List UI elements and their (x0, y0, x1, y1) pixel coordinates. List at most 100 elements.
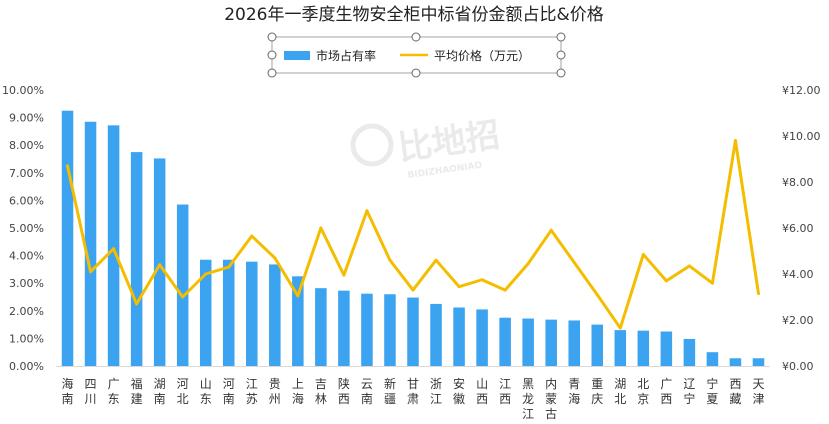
chart-title: 2026年一季度生物安全柜中标省份金额占比&价格 (224, 5, 604, 25)
line-point[interactable] (618, 326, 622, 330)
line-point[interactable] (181, 295, 185, 299)
bar[interactable] (269, 264, 281, 366)
bar[interactable] (199, 259, 212, 366)
x-tick-label: 黑龙江 (522, 377, 534, 421)
bar[interactable] (591, 324, 604, 366)
y-left-tick-label: 3.00% (9, 277, 44, 290)
line-point[interactable] (733, 139, 737, 143)
x-tick-label: 安徽 (453, 376, 465, 406)
legend-handle[interactable] (556, 50, 566, 60)
bar[interactable] (292, 276, 304, 366)
bar[interactable] (430, 303, 442, 366)
y-left-tick-label: 9.00% (9, 112, 44, 125)
y-left-tick-label: 1.00% (9, 332, 44, 345)
bar[interactable] (752, 358, 765, 366)
bar[interactable] (706, 352, 719, 366)
line-point[interactable] (641, 252, 645, 256)
bar[interactable] (176, 204, 189, 366)
line-point[interactable] (296, 294, 300, 298)
y-left-tick-label: 0.00% (9, 360, 44, 373)
bar[interactable] (637, 330, 650, 366)
line-point[interactable] (388, 258, 392, 262)
line-point[interactable] (756, 292, 760, 296)
legend-handle[interactable] (411, 32, 421, 42)
bar[interactable] (130, 152, 143, 366)
x-tick-label: 宁夏 (706, 376, 718, 406)
line-point[interactable] (457, 285, 461, 289)
line-point[interactable] (273, 256, 277, 260)
line-point[interactable] (66, 164, 70, 168)
legend-handle[interactable] (411, 68, 421, 78)
line-point[interactable] (595, 293, 599, 297)
line-point[interactable] (112, 247, 116, 251)
line-point[interactable] (503, 288, 507, 292)
bar[interactable] (222, 259, 235, 366)
line-point[interactable] (158, 263, 162, 267)
x-tick-label: 广东 (108, 377, 120, 406)
bar[interactable] (338, 290, 350, 366)
bar[interactable] (568, 320, 580, 366)
legend-handle[interactable] (267, 50, 277, 60)
line-point[interactable] (549, 228, 553, 232)
x-tick-label: 陕西 (338, 376, 350, 406)
bar[interactable] (61, 110, 74, 366)
watermark-text: 比地招 (396, 115, 503, 169)
line-point[interactable] (319, 226, 323, 230)
line-point[interactable] (664, 279, 668, 283)
line-point[interactable] (480, 278, 484, 282)
bar[interactable] (729, 358, 742, 366)
legend-bar-swatch (284, 51, 310, 60)
bar[interactable] (476, 309, 488, 366)
bar[interactable] (499, 317, 511, 366)
bar[interactable] (614, 330, 627, 366)
legend-handle[interactable] (267, 68, 277, 78)
line-point[interactable] (411, 288, 415, 292)
x-tick-label: 湖南 (154, 376, 166, 406)
bar[interactable] (84, 121, 97, 367)
bar[interactable] (153, 158, 166, 366)
legend[interactable]: 市场占有率 平均价格（万元） (267, 32, 566, 78)
x-tick-label: 西藏 (729, 377, 741, 406)
line-point[interactable] (227, 265, 231, 269)
y-left-tick-label: 10.00% (2, 84, 44, 97)
line-point[interactable] (204, 272, 208, 276)
bar[interactable] (660, 331, 673, 367)
x-tick-label: 河南 (223, 377, 235, 406)
line-point[interactable] (89, 270, 93, 274)
x-tick-label: 山西 (476, 377, 488, 406)
bar[interactable] (407, 297, 419, 366)
x-tick-label: 山东 (200, 377, 212, 406)
x-tick-label: 湖北 (614, 376, 626, 406)
line-point[interactable] (710, 281, 714, 285)
line-point[interactable] (135, 302, 139, 306)
x-tick-label: 吉林 (315, 377, 327, 406)
line-point[interactable] (526, 262, 530, 266)
line-point[interactable] (365, 209, 369, 213)
bar[interactable] (683, 338, 696, 366)
y-right-tick-label: ¥10.00 (782, 130, 821, 143)
y-left-tick-label: 6.00% (9, 194, 44, 207)
bar[interactable] (522, 318, 534, 366)
bar[interactable] (107, 125, 120, 366)
legend-handle[interactable] (556, 68, 566, 78)
line-point[interactable] (687, 264, 691, 268)
legend-line-label: 平均价格（万元） (434, 48, 530, 63)
bar[interactable] (361, 293, 373, 366)
bar[interactable] (246, 261, 258, 366)
line-point[interactable] (434, 258, 438, 262)
y-left-tick-label: 7.00% (9, 167, 44, 180)
bar[interactable] (384, 294, 396, 366)
line-point[interactable] (572, 261, 576, 264)
bar[interactable] (453, 307, 465, 366)
bar[interactable] (315, 288, 327, 366)
x-tick-label: 北京 (637, 377, 649, 406)
x-tick-label: 上海 (292, 377, 304, 406)
legend-handle[interactable] (267, 32, 277, 42)
bar-series (61, 110, 765, 367)
line-point[interactable] (342, 273, 346, 277)
bar[interactable] (545, 319, 557, 366)
line-point[interactable] (250, 234, 254, 238)
y-axis-right: ¥0.00 ¥2.00 ¥4.00 ¥6.00 ¥8.00 ¥10.00 ¥12.00 (782, 84, 821, 373)
legend-handle[interactable] (556, 32, 566, 42)
